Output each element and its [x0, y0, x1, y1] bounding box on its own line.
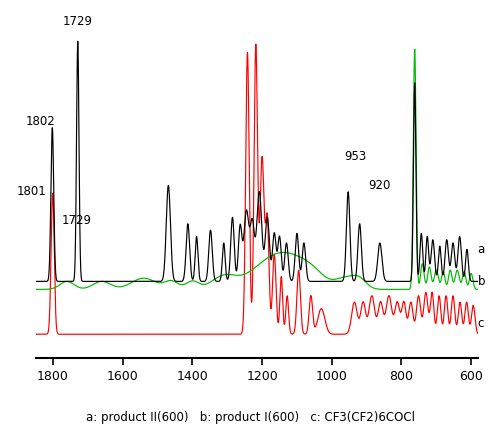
- Text: a: product II(600)   b: product I(600)   c: CF3(CF2)6COCl: a: product II(600) b: product I(600) c: …: [86, 411, 414, 424]
- Text: 1729: 1729: [62, 214, 92, 227]
- Text: 920: 920: [368, 179, 390, 192]
- Text: 1801: 1801: [16, 185, 46, 198]
- Text: b: b: [478, 275, 485, 288]
- Text: 1802: 1802: [26, 115, 56, 128]
- Text: c: c: [478, 317, 484, 330]
- Text: 1729: 1729: [63, 15, 93, 29]
- Text: a: a: [478, 243, 484, 256]
- Text: 953: 953: [344, 150, 366, 163]
